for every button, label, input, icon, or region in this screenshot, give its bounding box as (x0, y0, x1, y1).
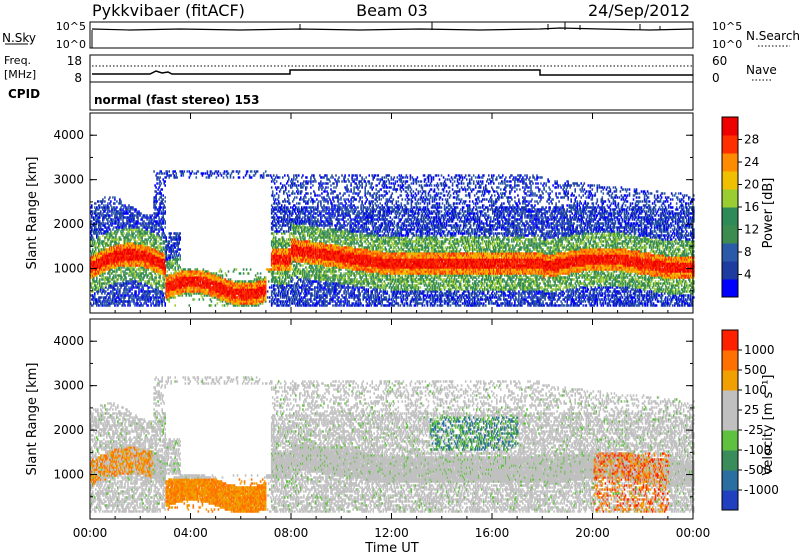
colorbar-swatch (722, 225, 738, 244)
time-axis-label: Time UT (364, 541, 418, 554)
noise-left-tick-bottom: 10^0 (56, 38, 86, 51)
colorbar-swatch (722, 450, 738, 471)
noise-right-tick-bottom: 10^0 (712, 38, 742, 51)
colorbar-swatch (722, 490, 738, 511)
colorbar-tick-label: 24 (744, 155, 759, 169)
colorbar-tick-label: 28 (744, 133, 759, 147)
cpid-text: normal (fast stereo) 153 (94, 93, 260, 107)
time-tick-label: 00:00 (73, 526, 108, 540)
noise-left-tick-top: 10^5 (56, 20, 86, 33)
range-tick-label: 2000 (53, 423, 84, 437)
colorbar-swatch (722, 189, 738, 208)
figure: Pykkvibaer (fitACF) Beam 03 24/Sep/2012 … (0, 0, 800, 554)
range-tick-label: 1000 (53, 262, 84, 276)
station-title: Pykkvibaer (fitACF) (92, 1, 245, 20)
colorbar-tick-label: 25 (744, 403, 759, 417)
power-panel: 4000 3000 2000 1000 (53, 113, 694, 313)
freq-line (92, 70, 693, 75)
colorbar-swatch (722, 390, 738, 411)
freq-panel: Freq. [MHz] 18 8 60 0 Nave (4, 54, 777, 85)
colorbar-tick-label: 1000 (744, 343, 775, 357)
time-tick-label: 12:00 (374, 526, 409, 540)
colorbar-swatch (722, 171, 738, 190)
range-tick-label: 3000 (53, 379, 84, 393)
noise-sky-line (92, 28, 693, 30)
time-tick-label: 00:00 (676, 526, 711, 540)
colorbar-swatch (722, 350, 738, 371)
range-tick-label: 1000 (53, 468, 84, 482)
colorbar-tick-label: 12 (744, 223, 759, 237)
velocity-range-label: Slant Range [km] (25, 363, 40, 476)
range-tick-label: 2000 (53, 217, 84, 231)
freq-label-line2: [MHz] (4, 68, 36, 81)
power-range-label: Slant Range [km] (25, 157, 40, 270)
cpid-panel: CPID normal (fast stereo) 153 (8, 82, 693, 110)
noise-right-label: N.Search (746, 29, 800, 43)
colorbar-swatch (722, 117, 738, 136)
colorbar-swatch (722, 430, 738, 451)
colorbar-swatch (722, 370, 738, 391)
freq-right-tick-bottom: 0 (712, 71, 720, 85)
time-tick-label: 04:00 (173, 526, 208, 540)
noise-panel: N.Sky 10^5 10^0 10^5 10^0 N.Search (2, 20, 800, 51)
freq-right-tick-top: 60 (712, 54, 727, 68)
colorbar-swatch (722, 135, 738, 154)
freq-label-line1: Freq. (4, 54, 31, 67)
colorbar-tick-label: 16 (744, 200, 759, 214)
time-tick-label: 20:00 (575, 526, 610, 540)
freq-left-tick-bottom: 8 (74, 71, 82, 85)
velocity-colorbar-label: Velocity [m s⁻¹] (761, 375, 776, 476)
cpid-label: CPID (8, 87, 40, 101)
noise-right-tick-top: 10^5 (712, 20, 742, 33)
range-tick-label: 4000 (53, 334, 84, 348)
time-tick-label: 08:00 (274, 526, 309, 540)
colorbar-swatch (722, 207, 738, 226)
colorbar-swatch (722, 470, 738, 491)
time-tick-label: 16:00 (475, 526, 510, 540)
range-tick-label: 4000 (53, 128, 84, 142)
nave-label: Nave (746, 63, 777, 77)
colorbar-tick-label: 8 (744, 245, 752, 259)
colorbar-tick-label: 4 (744, 268, 752, 282)
colorbar-swatch (722, 279, 738, 298)
colorbar-swatch (722, 261, 738, 280)
colorbar-swatch (722, 330, 738, 351)
power-colorbar-label: Power [dB] (761, 178, 776, 249)
colorbar-tick-label: 20 (744, 178, 759, 192)
freq-left-tick-top: 18 (67, 54, 82, 68)
noise-left-label: N.Sky (2, 31, 36, 45)
colorbar-swatch (722, 153, 738, 172)
date-title: 24/Sep/2012 (588, 1, 690, 20)
power-colorbar: 28 24 20 16 12 8 4 (722, 117, 759, 298)
colorbar-tick-label: -1000 (744, 483, 779, 497)
colorbar-swatch (722, 410, 738, 431)
velocity-panel: 4000 3000 2000 1000 (53, 319, 694, 519)
colorbar-swatch (722, 243, 738, 262)
range-tick-label: 3000 (53, 173, 84, 187)
beam-title: Beam 03 (356, 1, 428, 20)
